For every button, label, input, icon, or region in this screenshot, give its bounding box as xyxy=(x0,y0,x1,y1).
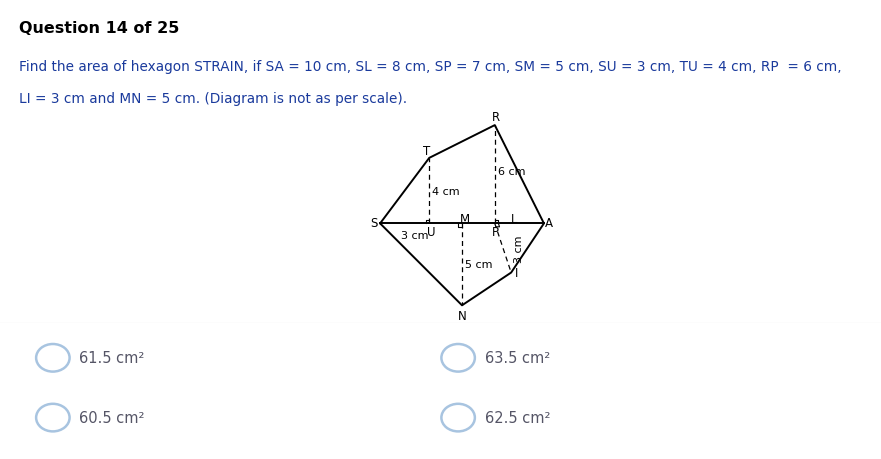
Text: S: S xyxy=(370,217,377,230)
Text: Find the area of hexagon STRAIN, if SA = 10 cm, SL = 8 cm, SP = 7 cm, SM = 5 cm,: Find the area of hexagon STRAIN, if SA =… xyxy=(19,60,842,73)
Text: N: N xyxy=(457,309,466,322)
Text: L: L xyxy=(511,213,517,226)
Text: 6 cm: 6 cm xyxy=(498,167,525,177)
Text: 62.5 cm²: 62.5 cm² xyxy=(485,410,550,425)
Text: 4 cm: 4 cm xyxy=(433,186,460,196)
Text: 60.5 cm²: 60.5 cm² xyxy=(79,410,144,425)
Text: P: P xyxy=(492,225,500,239)
Text: 5 cm: 5 cm xyxy=(465,260,492,270)
Text: I: I xyxy=(515,267,519,280)
Text: 3 cm: 3 cm xyxy=(402,230,429,240)
Text: A: A xyxy=(544,217,553,230)
Text: 61.5 cm²: 61.5 cm² xyxy=(79,351,144,365)
Text: 63.5 cm²: 63.5 cm² xyxy=(485,351,550,365)
Text: M: M xyxy=(460,213,470,226)
Text: U: U xyxy=(426,225,435,239)
Text: LI = 3 cm and MN = 5 cm. (Diagram is not as per scale).: LI = 3 cm and MN = 5 cm. (Diagram is not… xyxy=(19,92,408,106)
Text: Question 14 of 25: Question 14 of 25 xyxy=(19,21,180,36)
Text: T: T xyxy=(423,145,430,157)
Text: 3 cm: 3 cm xyxy=(514,235,523,262)
Text: R: R xyxy=(492,111,500,124)
